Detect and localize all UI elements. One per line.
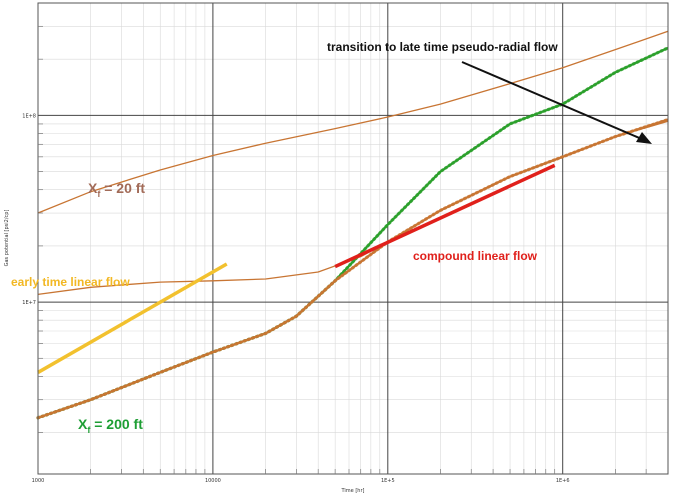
xf200-rest: = 200 ft bbox=[90, 416, 143, 432]
annotation-xf-20: Xf = 20 ft bbox=[88, 180, 145, 199]
x-axis-label: Time [hr] bbox=[341, 488, 365, 494]
transition-arrow bbox=[461, 61, 652, 144]
x-tick-label: 10000 bbox=[205, 478, 221, 484]
major-grid bbox=[38, 3, 668, 474]
xf20-base: X bbox=[88, 180, 98, 196]
xf20-sub: f bbox=[97, 189, 101, 199]
x-tick-label: 1E+6 bbox=[556, 478, 570, 484]
annotation-compound-linear: compound linear flow bbox=[413, 249, 538, 263]
y-axis-label: Gas potential [psi2/cp] bbox=[4, 210, 10, 267]
y-tick-label: 1E+8 bbox=[22, 113, 36, 119]
plot-background bbox=[38, 3, 668, 474]
plot-frame bbox=[37, 2, 669, 475]
annotation-transition: transition to late time pseudo-radial fl… bbox=[327, 40, 558, 54]
x-tick-label: 1E+5 bbox=[381, 478, 395, 484]
trend-line-0 bbox=[37, 262, 228, 374]
y-tick-label: 1E+7 bbox=[22, 300, 36, 306]
tick-layer: 1000 10000 1E+5 1E+6 1E+7 1E+8 bbox=[22, 25, 647, 484]
xf200-sub: f bbox=[87, 425, 91, 435]
annotation-xf-200: Xf = 200 ft bbox=[78, 416, 143, 435]
x-tick-label: 1000 bbox=[32, 478, 45, 484]
annotation-early-linear: early time linear flow bbox=[11, 275, 130, 289]
trend-layer bbox=[37, 163, 556, 374]
trend-line-1 bbox=[334, 163, 556, 269]
xf20-rest: = 20 ft bbox=[100, 180, 145, 196]
series-0-line bbox=[37, 30, 669, 214]
xf200-base: X bbox=[78, 416, 88, 432]
series-3-markers bbox=[36, 117, 670, 420]
